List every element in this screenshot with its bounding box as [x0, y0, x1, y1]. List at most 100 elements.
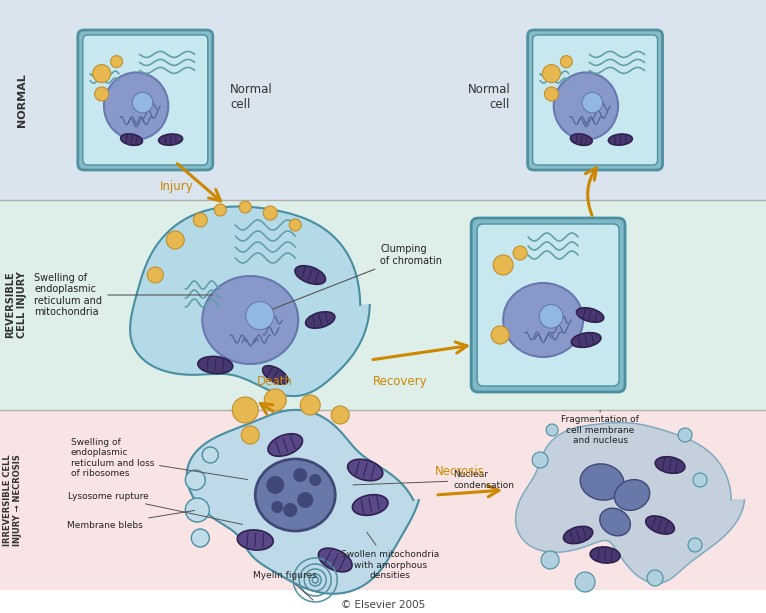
- Circle shape: [185, 498, 209, 522]
- Ellipse shape: [255, 459, 336, 531]
- Bar: [1, 590, 766, 613]
- Circle shape: [147, 267, 163, 283]
- Circle shape: [202, 447, 218, 463]
- Ellipse shape: [571, 134, 592, 145]
- FancyBboxPatch shape: [532, 35, 657, 165]
- Ellipse shape: [263, 366, 288, 384]
- Ellipse shape: [580, 464, 624, 500]
- Text: Necrosis: Necrosis: [435, 465, 485, 478]
- Text: Fragmentation of
cell membrane
and nucleus: Fragmentation of cell membrane and nucle…: [561, 410, 639, 445]
- Ellipse shape: [571, 333, 601, 348]
- Circle shape: [532, 452, 548, 468]
- Circle shape: [539, 305, 563, 328]
- Bar: [1, 0, 766, 200]
- Circle shape: [309, 474, 321, 486]
- FancyBboxPatch shape: [528, 30, 663, 170]
- Circle shape: [283, 503, 297, 517]
- Text: © Elsevier 2005: © Elsevier 2005: [341, 600, 425, 610]
- Text: Death: Death: [257, 375, 293, 388]
- Circle shape: [192, 529, 209, 547]
- Polygon shape: [130, 207, 370, 396]
- Bar: [1, 410, 766, 595]
- Circle shape: [545, 87, 558, 101]
- Circle shape: [513, 246, 527, 260]
- Circle shape: [166, 231, 185, 249]
- Text: Clumping
of chromatin: Clumping of chromatin: [273, 244, 442, 309]
- Ellipse shape: [554, 72, 618, 140]
- Ellipse shape: [348, 459, 383, 481]
- Text: Swelling of
endoplasmic
reticulum and
mitochondria: Swelling of endoplasmic reticulum and mi…: [34, 273, 212, 318]
- Ellipse shape: [614, 479, 650, 511]
- Ellipse shape: [590, 547, 620, 563]
- Ellipse shape: [121, 134, 142, 145]
- Text: Membrane blebs: Membrane blebs: [67, 511, 195, 530]
- Circle shape: [241, 426, 259, 444]
- Bar: [1, 200, 766, 410]
- Circle shape: [541, 551, 559, 569]
- Ellipse shape: [202, 276, 298, 364]
- Circle shape: [647, 570, 663, 586]
- Circle shape: [561, 56, 572, 67]
- Circle shape: [678, 428, 692, 442]
- Circle shape: [95, 87, 109, 101]
- Circle shape: [290, 219, 301, 231]
- Text: Nuclear
condensation: Nuclear condensation: [353, 470, 514, 490]
- Ellipse shape: [564, 527, 593, 544]
- Text: Normal
cell: Normal cell: [467, 83, 510, 111]
- Circle shape: [214, 204, 226, 216]
- Text: Swelling of
endoplasmic
reticulum and loss
of ribosomes: Swelling of endoplasmic reticulum and lo…: [70, 438, 247, 479]
- FancyBboxPatch shape: [471, 218, 625, 392]
- Circle shape: [542, 64, 561, 83]
- FancyBboxPatch shape: [477, 224, 619, 386]
- Text: Normal
cell: Normal cell: [231, 83, 273, 111]
- Polygon shape: [516, 422, 745, 583]
- Ellipse shape: [237, 530, 273, 550]
- Ellipse shape: [608, 134, 633, 145]
- Text: Recovery: Recovery: [373, 375, 427, 388]
- FancyBboxPatch shape: [83, 35, 208, 165]
- Circle shape: [193, 213, 208, 227]
- Ellipse shape: [352, 495, 388, 516]
- Circle shape: [246, 302, 274, 330]
- Circle shape: [264, 206, 277, 220]
- Circle shape: [300, 395, 320, 415]
- Circle shape: [267, 476, 284, 494]
- Text: REVERSIBLE
CELL INJURY: REVERSIBLE CELL INJURY: [5, 272, 27, 338]
- Text: Swollen mitochondria
with amorphous
densities: Swollen mitochondria with amorphous dens…: [341, 532, 440, 580]
- Ellipse shape: [646, 516, 674, 534]
- Circle shape: [688, 538, 702, 552]
- Ellipse shape: [104, 72, 169, 140]
- Circle shape: [491, 326, 509, 344]
- Ellipse shape: [577, 308, 604, 322]
- Ellipse shape: [268, 434, 303, 456]
- Text: Injury: Injury: [160, 180, 194, 193]
- Circle shape: [297, 492, 313, 508]
- Text: Myelin figures: Myelin figures: [254, 571, 317, 600]
- Circle shape: [185, 470, 205, 490]
- Ellipse shape: [198, 356, 233, 373]
- Ellipse shape: [306, 312, 335, 328]
- Circle shape: [693, 473, 707, 487]
- Circle shape: [293, 468, 307, 482]
- Circle shape: [239, 201, 251, 213]
- Circle shape: [331, 406, 349, 424]
- Text: NORMAL: NORMAL: [18, 73, 28, 127]
- Circle shape: [133, 93, 153, 113]
- Text: Lysosome rupture: Lysosome rupture: [68, 492, 243, 525]
- Circle shape: [582, 93, 603, 113]
- Circle shape: [271, 501, 283, 513]
- Circle shape: [93, 64, 110, 83]
- Ellipse shape: [319, 548, 352, 572]
- Circle shape: [264, 389, 286, 411]
- Polygon shape: [187, 410, 419, 594]
- Text: IRREVERSIBLE CELL
INJURY → NECROSIS: IRREVERSIBLE CELL INJURY → NECROSIS: [3, 454, 22, 546]
- FancyBboxPatch shape: [78, 30, 213, 170]
- Ellipse shape: [600, 508, 630, 536]
- Circle shape: [493, 255, 513, 275]
- Ellipse shape: [503, 283, 583, 357]
- Circle shape: [110, 56, 123, 67]
- Circle shape: [232, 397, 258, 423]
- Circle shape: [575, 572, 595, 592]
- Ellipse shape: [655, 457, 685, 473]
- Ellipse shape: [295, 265, 326, 284]
